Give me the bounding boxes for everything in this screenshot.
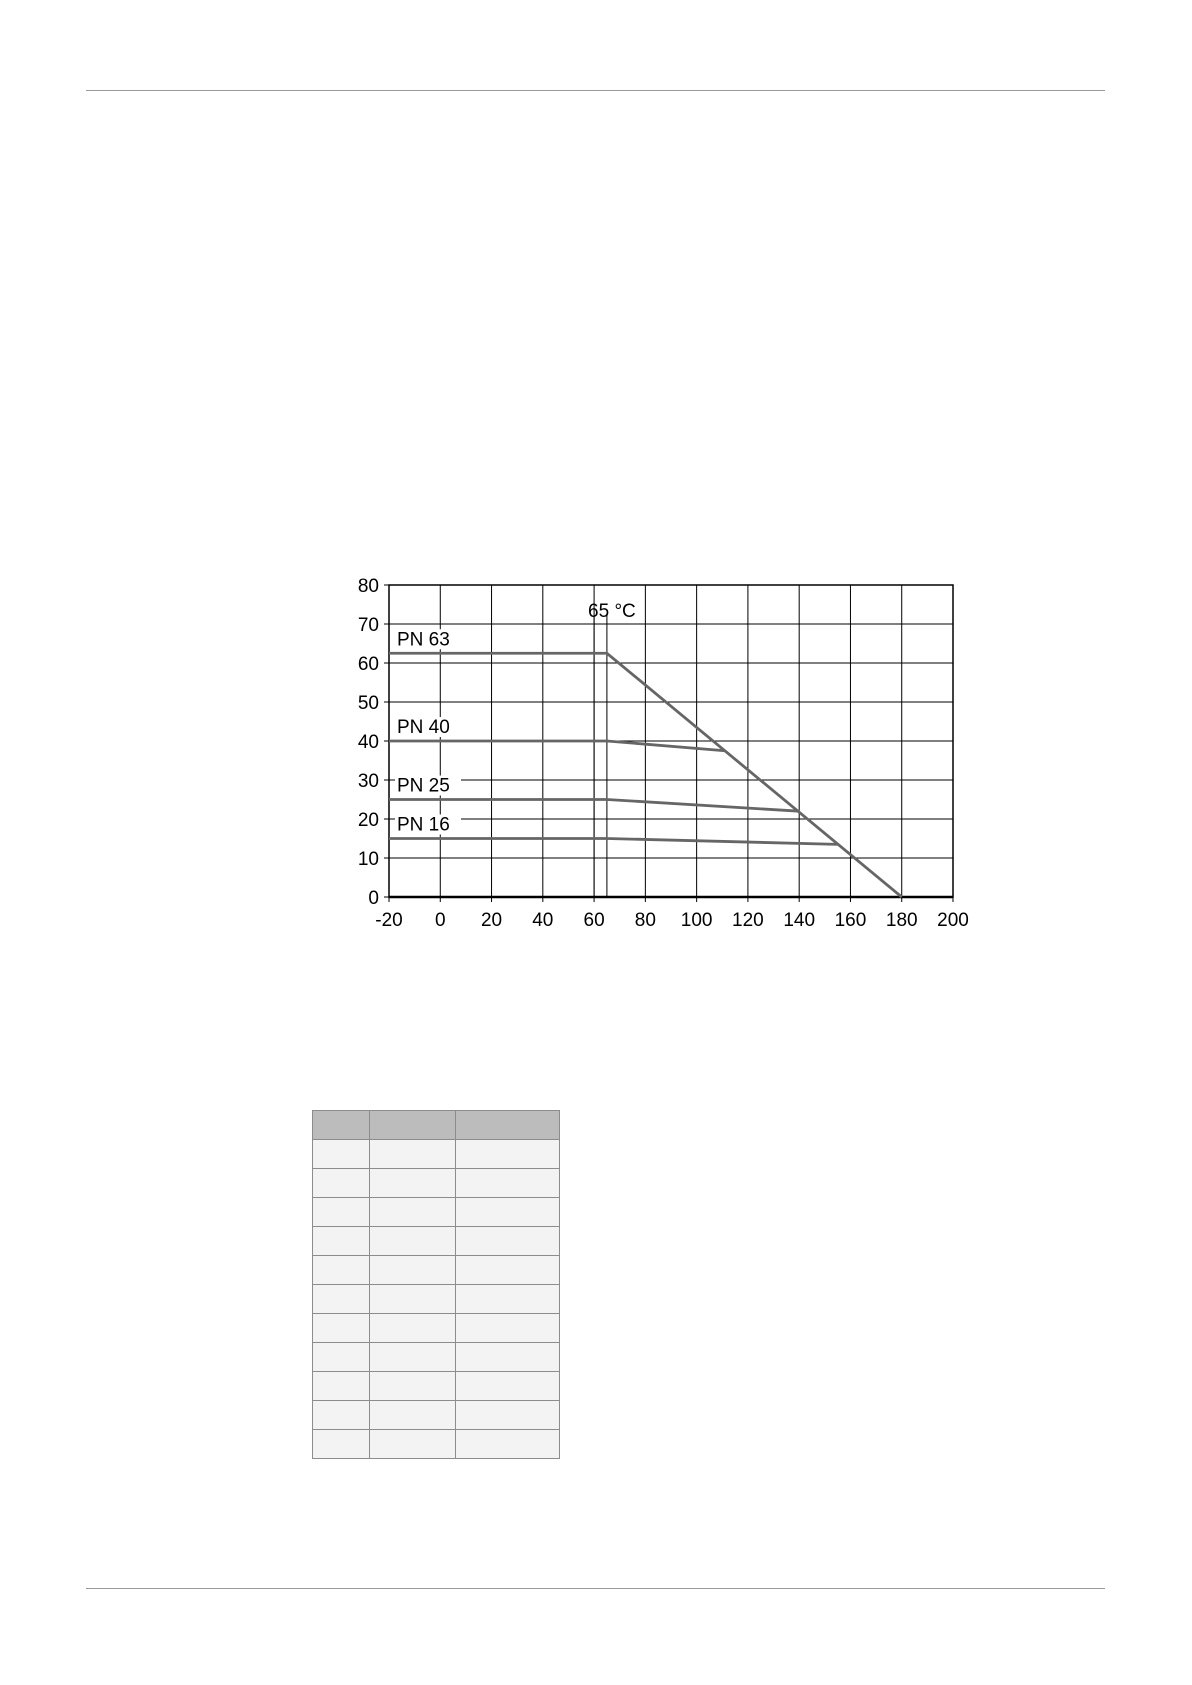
- y-tick-label: 30: [358, 771, 379, 792]
- y-tick-label: 60: [358, 654, 379, 675]
- table-cell: [455, 1284, 560, 1314]
- table-cell: [455, 1371, 560, 1401]
- table-cell: [455, 1400, 560, 1430]
- table-cell: [369, 1429, 456, 1459]
- table-row: [312, 1429, 560, 1459]
- series-label: PN 16: [397, 815, 450, 836]
- x-tick-label: 120: [732, 910, 764, 931]
- y-tick-label: 50: [358, 693, 379, 714]
- table-row: [312, 1284, 560, 1314]
- y-tick-label: 10: [358, 849, 379, 870]
- table-row: [312, 1255, 560, 1285]
- table-cell: [455, 1110, 560, 1140]
- series-line: [389, 798, 800, 813]
- table-cell: [369, 1371, 456, 1401]
- table-row: [312, 1139, 560, 1169]
- table-cell: [312, 1197, 370, 1227]
- footer-rule: [86, 1588, 1105, 1589]
- table-cell: [369, 1139, 456, 1169]
- table-cell: [369, 1313, 456, 1343]
- y-tick-label: 80: [358, 576, 379, 597]
- table-cell: [369, 1226, 456, 1256]
- table-cell: [312, 1371, 370, 1401]
- x-tick-label: 60: [584, 910, 605, 931]
- table-cell: [312, 1313, 370, 1343]
- series-label-bg: [395, 629, 461, 650]
- series-label-bg: [395, 814, 461, 835]
- x-tick-label: 140: [783, 910, 815, 931]
- table-cell: [312, 1226, 370, 1256]
- table-cell: [312, 1139, 370, 1169]
- header-rule: [86, 90, 1105, 91]
- table-cell: [312, 1400, 370, 1430]
- table-row: [312, 1313, 560, 1343]
- x-tick-label: 20: [481, 910, 502, 931]
- x-tick-label: 160: [835, 910, 867, 931]
- table-cell: [369, 1197, 456, 1227]
- table-row: [312, 1197, 560, 1227]
- y-tick-label: 20: [358, 810, 379, 831]
- table-cell: [369, 1255, 456, 1285]
- y-tick-label: 0: [368, 888, 379, 909]
- table-cell: [312, 1284, 370, 1314]
- table-cell: [312, 1429, 370, 1459]
- table-row: [312, 1342, 560, 1372]
- series-line: [389, 837, 838, 846]
- table-cell: [369, 1168, 456, 1198]
- x-tick-label: 180: [886, 910, 918, 931]
- x-tick-label: 40: [532, 910, 553, 931]
- x-tick-label: 0: [435, 910, 446, 931]
- series-label-bg: [395, 775, 461, 796]
- table-cell: [312, 1342, 370, 1372]
- pressure-temperature-chart: -20 0 20 40 60 80 100 120 140 160 180 2000102030405…: [358, 576, 969, 931]
- table-cell: [369, 1110, 456, 1140]
- series-label-bg: [395, 717, 461, 737]
- table-row: [312, 1400, 560, 1430]
- series-label: PN 40: [397, 717, 450, 738]
- series-label: PN 63: [397, 629, 450, 650]
- table-cell: [312, 1110, 370, 1140]
- empty-table: [312, 1110, 560, 1459]
- table-header-row: [312, 1110, 560, 1140]
- table-cell: [455, 1197, 560, 1227]
- table-cell: [455, 1429, 560, 1459]
- table-cell: [312, 1168, 370, 1198]
- x-tick-label: 100: [681, 910, 713, 931]
- table-cell: [455, 1168, 560, 1198]
- table-row: [312, 1226, 560, 1256]
- series-label: PN 25: [397, 776, 450, 797]
- table-cell: [455, 1255, 560, 1285]
- x-tick-label: 200: [937, 910, 969, 931]
- y-tick-label: 70: [358, 615, 379, 636]
- table-row: [312, 1168, 560, 1198]
- y-tick-label: 40: [358, 732, 379, 753]
- table-cell: [455, 1313, 560, 1343]
- table-cell: [369, 1284, 456, 1314]
- table-cell: [455, 1139, 560, 1169]
- annotation-65c: 65 °C: [588, 601, 636, 622]
- x-tick-label: -20: [375, 910, 402, 931]
- x-tick-label: 80: [635, 910, 656, 931]
- table-cell: [369, 1342, 456, 1372]
- table-cell: [455, 1342, 560, 1372]
- table-cell: [455, 1226, 560, 1256]
- series-line: [389, 739, 725, 753]
- table-row: [312, 1371, 560, 1401]
- series-line: [389, 651, 903, 899]
- table-cell: [369, 1400, 456, 1430]
- table-cell: [312, 1255, 370, 1285]
